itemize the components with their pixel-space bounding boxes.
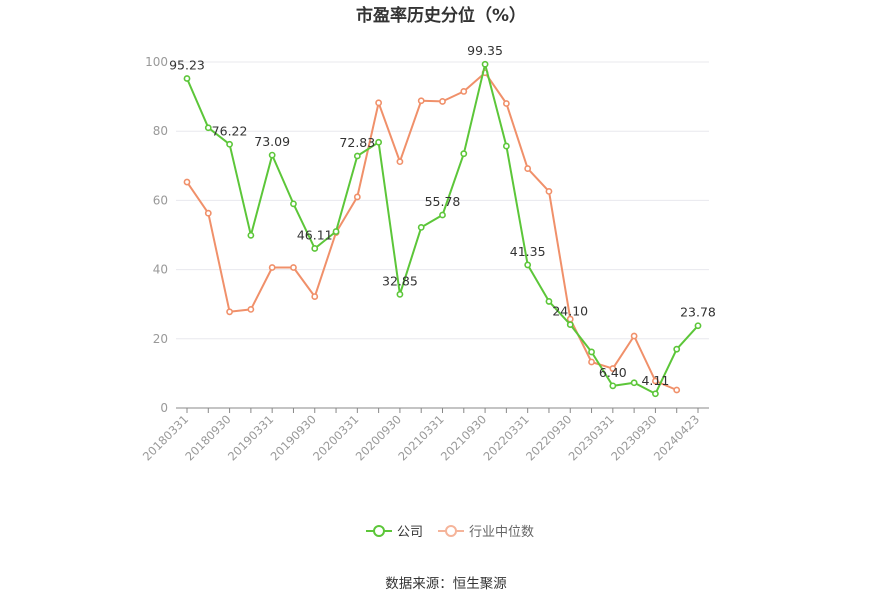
data-point — [417, 223, 425, 231]
data-label: 24.10 — [552, 304, 588, 319]
data-label: 73.09 — [254, 134, 290, 149]
data-point — [524, 261, 532, 269]
data-point — [502, 142, 510, 150]
series-line — [186, 63, 699, 395]
series-layer — [183, 60, 702, 398]
data-point — [460, 150, 468, 158]
data-point — [353, 152, 361, 160]
data-point — [673, 345, 681, 353]
data-point — [609, 365, 617, 372]
axes: 0204060801002018033120180930201903312019… — [140, 55, 709, 464]
data-point — [417, 97, 425, 105]
data-label: 99.35 — [467, 43, 503, 58]
data-point — [268, 151, 276, 159]
legend-marker — [445, 525, 457, 537]
y-tick-label: 40 — [153, 263, 168, 277]
series-1 — [183, 69, 681, 394]
grid — [176, 61, 709, 340]
data-point — [226, 140, 233, 148]
data-label: 6.40 — [599, 365, 627, 380]
data-label: 76.22 — [212, 123, 248, 138]
data-point — [396, 158, 404, 166]
y-tick-label: 20 — [153, 332, 168, 346]
x-tick-label: 20240423 — [651, 412, 702, 463]
data-point — [545, 188, 553, 195]
chart-title: 市盈率历史分位（%） — [356, 5, 526, 26]
y-tick-label: 80 — [153, 124, 168, 138]
legend: 公司 行业中位数 — [366, 525, 534, 540]
data-point — [481, 60, 489, 68]
data-label: 46.11 — [297, 227, 333, 242]
data-point — [226, 308, 233, 316]
data-point — [183, 178, 191, 186]
data-point — [694, 322, 702, 330]
data-point — [439, 98, 446, 105]
data-point — [502, 100, 510, 107]
data-point — [460, 88, 468, 95]
data-point — [524, 165, 532, 172]
data-label: 23.78 — [680, 305, 716, 320]
data-point — [673, 386, 681, 394]
data-point — [439, 211, 446, 219]
data-point — [311, 293, 319, 300]
legend-label: 行业中位数 — [469, 525, 534, 540]
data-point — [630, 379, 638, 387]
series-0 — [183, 60, 702, 398]
legend-label: 公司 — [397, 525, 423, 540]
data-point — [588, 348, 595, 356]
data-point — [204, 124, 212, 132]
data-label: 55.78 — [425, 194, 461, 209]
y-tick-label: 60 — [153, 193, 168, 207]
series-line — [186, 71, 678, 391]
data-point — [545, 298, 553, 305]
legend-item-0: 公司 — [366, 525, 423, 540]
data-point — [375, 138, 383, 146]
data-label: 4.11 — [641, 373, 669, 388]
data-point — [353, 193, 361, 201]
data-point — [268, 264, 276, 271]
data-point — [630, 332, 638, 340]
data-point — [311, 245, 319, 252]
data-point — [396, 290, 404, 298]
data-label: 72.83 — [339, 135, 375, 150]
data-point — [332, 228, 340, 235]
data-point — [566, 321, 574, 329]
data-point — [247, 231, 255, 239]
data-labels: 95.23 76.22 73.09 46.11 72.83 32.85 55.78 99.35… — [169, 43, 716, 388]
data-label: 95.23 — [169, 58, 205, 73]
source-text: 数据来源：恒生聚源 — [385, 576, 507, 592]
data-point — [652, 390, 659, 398]
data-point — [588, 358, 595, 366]
data-point — [290, 200, 297, 208]
data-point — [609, 382, 617, 390]
legend-item-1: 行业中位数 — [438, 525, 534, 540]
y-tick-label: 100 — [145, 55, 168, 69]
y-tick-label: 0 — [160, 401, 168, 415]
data-point — [652, 377, 659, 385]
data-point — [247, 305, 255, 313]
data-point — [375, 99, 383, 107]
data-point — [204, 209, 212, 217]
data-label: 41.35 — [510, 244, 546, 259]
legend-marker — [373, 525, 385, 537]
data-point — [290, 264, 297, 271]
data-label: 32.85 — [382, 273, 418, 288]
data-point — [183, 75, 191, 82]
